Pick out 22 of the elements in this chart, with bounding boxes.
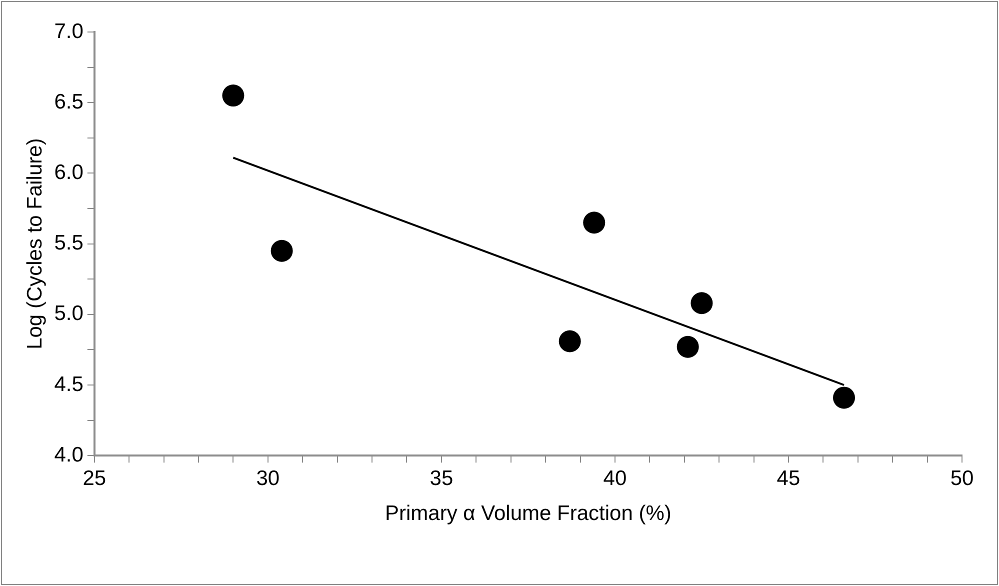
y-tick-label: 4.5 — [54, 372, 84, 396]
point — [690, 292, 713, 314]
point — [583, 212, 606, 234]
y-tick-label: 7.0 — [54, 20, 84, 43]
point — [222, 84, 244, 107]
x-tick-label: 35 — [430, 466, 454, 490]
point — [558, 330, 581, 352]
y-axis-title: Log (Cycles to Failure) — [23, 138, 46, 350]
y-tick-label: 6.0 — [54, 160, 84, 184]
point — [270, 240, 293, 262]
point — [676, 336, 699, 358]
x-tick-label: 45 — [776, 466, 800, 490]
x-tick-label: 40 — [603, 466, 627, 490]
y-tick-label: 4.0 — [54, 443, 84, 466]
x-tick-label: 50 — [950, 466, 974, 490]
x-tick-label: 30 — [256, 466, 280, 490]
point — [833, 386, 856, 409]
y-tick-label: 5.0 — [54, 302, 84, 326]
x-tick-label: 25 — [82, 466, 106, 490]
y-tick-label: 5.5 — [54, 232, 84, 255]
y-tick-label: 6.5 — [54, 90, 84, 114]
x-axis-title: Primary α Volume Fraction (%) — [385, 502, 672, 526]
